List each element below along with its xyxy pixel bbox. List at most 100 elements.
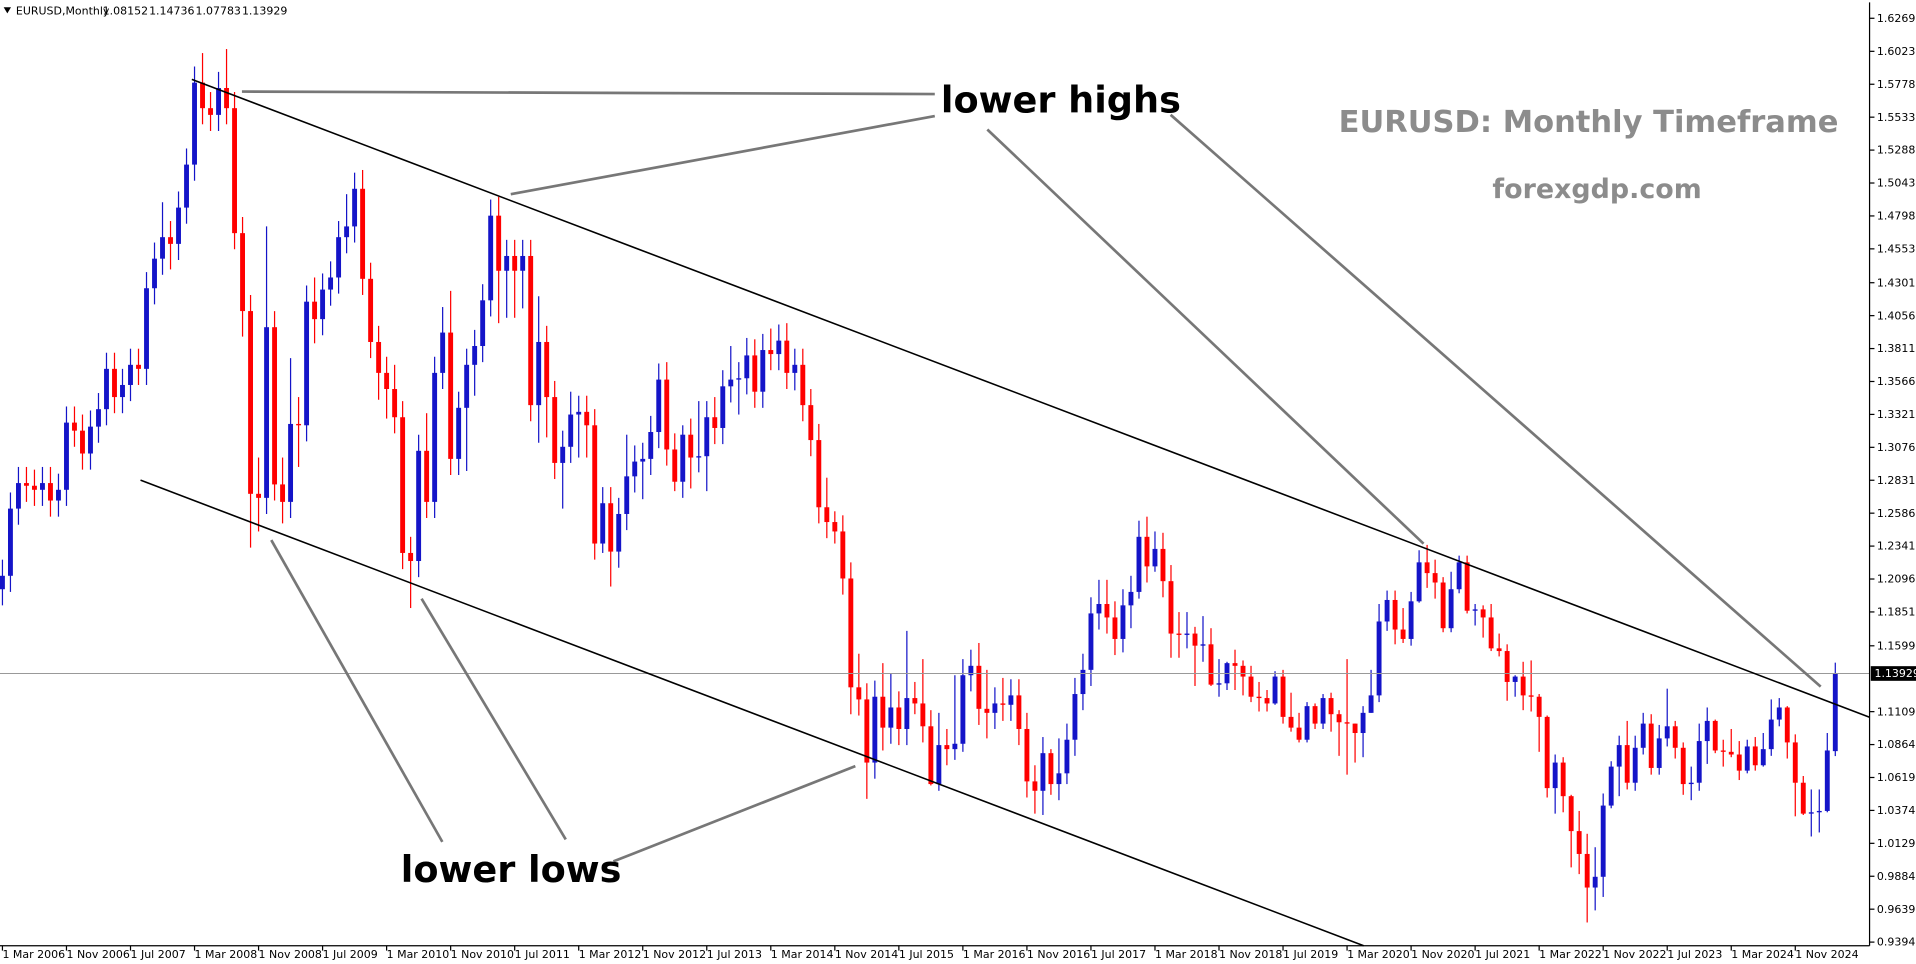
- candle-body: [1264, 698, 1270, 704]
- candle-body: [304, 301, 310, 426]
- pointer: [241, 90, 935, 96]
- pointer: [1169, 113, 1822, 688]
- candle-body: [1568, 796, 1574, 832]
- x-tick-label: 1 Mar 2008: [195, 948, 258, 961]
- candle-body: [1160, 548, 1166, 582]
- x-tick-label: 1 Mar 2006: [2, 948, 65, 961]
- candle-body: [824, 507, 830, 523]
- candle-body: [1024, 728, 1030, 782]
- candle-body: [1232, 663, 1238, 666]
- candle-body: [24, 483, 29, 486]
- candle-body: [640, 458, 646, 462]
- pointer: [420, 598, 567, 841]
- candle-body: [1512, 676, 1518, 682]
- y-tick-label: 1.52880: [1877, 144, 1916, 157]
- price-tag: [1870, 666, 1916, 681]
- candle-body: [1152, 548, 1158, 567]
- candle-body: [88, 426, 93, 454]
- candle-body: [1728, 751, 1734, 755]
- candle-body: [440, 332, 446, 373]
- candle-body: [552, 397, 558, 463]
- y-tick-label: 1.18510: [1877, 606, 1916, 619]
- symbol: EURUSD,Monthly: [16, 5, 110, 18]
- candle-body: [1416, 562, 1422, 602]
- candle-body: [1112, 617, 1118, 639]
- candle-body: [1464, 562, 1470, 611]
- candle-body: [1056, 773, 1062, 785]
- candle-body: [1616, 745, 1622, 767]
- candle-body: [992, 703, 998, 713]
- candle-body: [432, 372, 438, 502]
- candle-body: [1600, 805, 1606, 877]
- candle-body: [664, 379, 670, 450]
- candle-body: [1344, 722, 1350, 724]
- candle-body: [976, 665, 982, 709]
- candle-body: [1080, 669, 1086, 695]
- candle-body: [872, 696, 878, 763]
- candle-body: [120, 384, 125, 398]
- candle-body: [504, 255, 510, 271]
- lower-trendline: [140, 479, 1364, 947]
- candle-body: [576, 411, 582, 415]
- candle-body: [1008, 695, 1014, 705]
- x-tick-label: 1 Jul 2009: [323, 948, 378, 961]
- candle-body: [1536, 696, 1542, 717]
- x-tick-label: 1 Jul 2007: [131, 948, 186, 961]
- candle-body: [1184, 633, 1190, 635]
- candle-body: [16, 483, 21, 509]
- y-tick-label: 1.28310: [1877, 474, 1916, 487]
- candle-body: [1240, 665, 1246, 677]
- candle-body: [1824, 750, 1830, 811]
- candle-body: [1192, 633, 1198, 646]
- candle-body: [864, 699, 870, 763]
- candle-body: [1048, 753, 1054, 785]
- y-tick-label: 1.30760: [1877, 441, 1916, 454]
- y-tick-label: 1.43010: [1877, 276, 1916, 289]
- candle-body: [264, 327, 270, 498]
- candle-body: [1000, 703, 1006, 705]
- x-tick-label: 1 Mar 2012: [579, 948, 642, 961]
- candle-body: [544, 341, 550, 398]
- candle-body: [960, 675, 966, 744]
- candle-body: [632, 461, 638, 477]
- x-tick-label: 1 Jul 2017: [1091, 948, 1146, 961]
- candle-body: [56, 489, 61, 501]
- upper-trendline: [191, 78, 1870, 718]
- candle-body: [776, 340, 782, 355]
- x-tick-label: 1 Nov 2016: [1027, 948, 1090, 961]
- header-icon: [3, 7, 11, 14]
- x-tick-label: 1 Mar 2014: [771, 948, 834, 961]
- candle-body: [672, 449, 678, 482]
- candle-body: [1672, 726, 1678, 748]
- candle-body: [1800, 782, 1806, 814]
- candle-body: [688, 434, 694, 458]
- plot-area: [0, 49, 1870, 923]
- candle-body: [1736, 754, 1742, 771]
- x-tick-label: 1 Mar 2022: [1539, 948, 1602, 961]
- candle-body: [1488, 617, 1494, 649]
- annotation: lower highs: [941, 78, 1181, 121]
- pointer: [986, 128, 1425, 545]
- candle-body: [1304, 706, 1310, 740]
- candle-body: [272, 327, 278, 485]
- candle-body: [968, 665, 974, 676]
- header-open: 1.08152: [103, 5, 148, 18]
- candle-body: [944, 745, 950, 750]
- candle-body: [952, 743, 958, 750]
- x-tick-label: 1 Jul 2015: [899, 948, 954, 961]
- x-tick-label: 1 Nov 2010: [451, 948, 514, 961]
- candle-body: [1288, 716, 1294, 728]
- candle-body: [1176, 633, 1182, 635]
- y-tick-label: 1.50430: [1877, 177, 1916, 190]
- candle-body: [768, 350, 774, 355]
- candle-body: [1768, 719, 1774, 750]
- candle-body: [1632, 747, 1638, 783]
- candle-body: [720, 386, 726, 428]
- candle-body: [848, 578, 854, 688]
- candle-body: [424, 450, 430, 502]
- candle-body: [48, 483, 53, 501]
